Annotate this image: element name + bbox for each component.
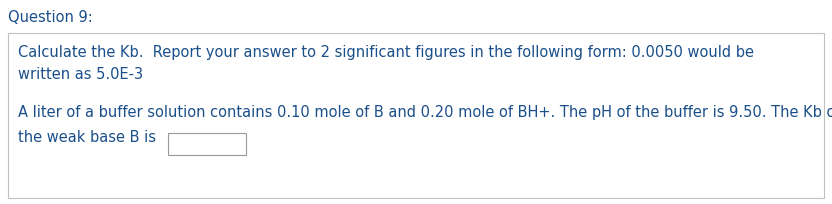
Text: A liter of a buffer solution contains 0.10 mole of B and 0.20 mole of BH+. The p: A liter of a buffer solution contains 0.… (18, 105, 832, 120)
Text: written as 5.0E-3: written as 5.0E-3 (18, 67, 143, 82)
Text: Calculate the Kb.  Report your answer to 2 significant figures in the following : Calculate the Kb. Report your answer to … (18, 45, 754, 60)
Text: Question 9:: Question 9: (8, 10, 92, 25)
Bar (168, 133, 246, 155)
Text: the weak base B is: the weak base B is (18, 130, 156, 145)
Bar (8, 33, 824, 198)
